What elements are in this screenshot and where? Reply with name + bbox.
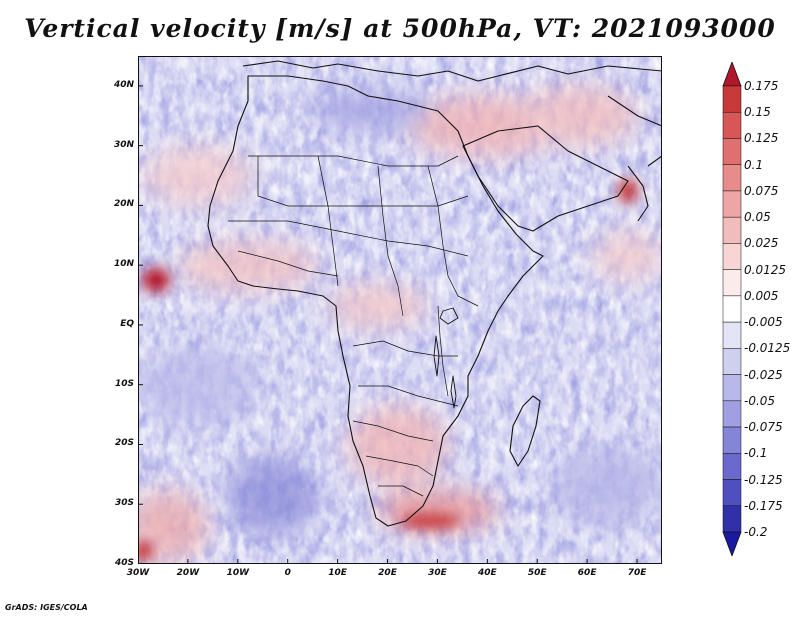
descent-regions (138, 89, 662, 536)
map-frame (138, 56, 662, 564)
colorbar-cell (722, 400, 742, 428)
colorbar-cell (722, 505, 742, 533)
lon-label-10w: 10W (226, 568, 250, 578)
lat-label-30s: 30S (114, 498, 134, 509)
lat-label-10s: 10S (114, 378, 134, 389)
colorbar-cell (722, 111, 742, 139)
colorbar-cell (722, 164, 742, 192)
colorbar-max-arrow (722, 62, 742, 87)
country-borders (228, 155, 479, 497)
lat-label-20s: 20S (114, 438, 134, 449)
vertical-velocity-field (138, 56, 662, 564)
grads-credit: GrADS: IGES/COLA (5, 603, 88, 612)
colorbar-cell (722, 453, 742, 480)
colorbar-level-label: -0.075 (744, 420, 783, 435)
colorbar-cell (722, 321, 742, 349)
colorbar-level-label: -0.175 (744, 498, 783, 513)
colorbar-level-label: -0.1 (744, 446, 768, 461)
colorbar-level-label: -0.005 (744, 315, 783, 330)
lon-label-0: 0 (284, 568, 291, 578)
colorbar-cells (722, 62, 742, 556)
colorbar-cell (722, 426, 742, 454)
map-plot-area (138, 56, 662, 564)
colorbar-level-label: 0.125 (744, 131, 779, 146)
colorbar-level-label: -0.2 (744, 525, 768, 539)
ascent-regions (138, 86, 662, 561)
colorbar-level-label: 0.075 (744, 183, 779, 198)
colorbar-level-label: -0.125 (744, 472, 783, 487)
arabian-peninsula (462, 125, 629, 232)
colorbar-level-label: 0.005 (744, 288, 779, 303)
colorbar-cell (722, 190, 742, 218)
strong-ascent-cells (138, 179, 638, 561)
lat-label-40s: 40S (114, 558, 134, 568)
colorbar-cell (722, 348, 742, 375)
axis-ticks (138, 85, 638, 564)
coastlines-and-borders (207, 60, 662, 527)
colorbar-level-label: 0.1 (744, 157, 764, 172)
southern-europe (242, 60, 662, 82)
lon-label-40e: 40E (477, 568, 497, 578)
lake-victoria (439, 307, 459, 325)
colorbar-cell (722, 479, 742, 507)
colorbar (722, 62, 742, 556)
lat-label-40n: 40N (113, 79, 134, 90)
colorbar-level-label: -0.025 (744, 367, 783, 382)
map-title: Vertical velocity [m/s] at 500hPa, VT: 2… (24, 14, 776, 43)
lat-label-20n: 20N (113, 199, 134, 210)
lon-label-70e: 70E (627, 568, 647, 578)
lake-tanganyika (433, 335, 440, 377)
colorbar-level-label: 0.0125 (744, 262, 786, 277)
lat-label-10n: 10N (113, 259, 134, 270)
colorbar-level-label: 0.05 (744, 210, 771, 225)
colorbar-level-label: 0.025 (744, 236, 779, 251)
colorbar-cell (722, 295, 742, 323)
colorbar-level-label: -0.0125 (744, 341, 791, 356)
lon-label-30w: 30W (126, 568, 150, 578)
lon-label-30e: 30E (428, 568, 447, 578)
lake-malawi (450, 375, 457, 409)
colorbar-cell (722, 138, 742, 165)
lon-label-20w: 20W (176, 568, 200, 578)
colorbar-min-arrow (722, 531, 742, 556)
colorbar-cell (722, 85, 742, 113)
colorbar-cell (722, 216, 742, 244)
colorbar-cell (722, 374, 742, 402)
lon-label-50e: 50E (527, 568, 547, 578)
colorbar-level-label: 0.175 (744, 79, 779, 93)
colorbar-cell (722, 243, 742, 270)
colorbar-level-label: 0.15 (744, 105, 771, 120)
lat-label-30n: 30N (113, 139, 134, 150)
lon-label-20e: 20E (378, 568, 397, 578)
madagascar (509, 395, 541, 467)
colorbar-cell (722, 269, 742, 297)
lon-label-60e: 60E (577, 568, 597, 578)
lat-label-eq: EQ (120, 318, 134, 329)
colorbar-level-label: -0.05 (744, 393, 776, 408)
lon-label-10e: 10E (328, 568, 347, 578)
south-asia (607, 95, 662, 222)
